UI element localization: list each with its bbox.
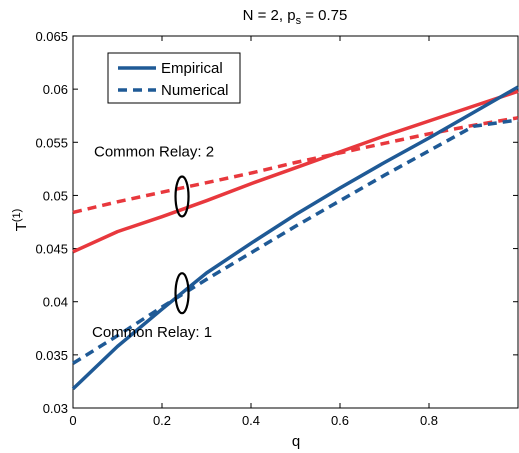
chart-title: N = 2, ps = 0.75	[243, 7, 348, 27]
x-tick-label: 0	[69, 413, 76, 428]
annotation-ellipse	[174, 175, 190, 218]
series-line-1	[72, 89, 519, 254]
series-line-4	[72, 118, 519, 365]
y-tick-label: 0.05	[43, 188, 68, 203]
legend-label: Empirical	[161, 60, 223, 77]
y-tick-label: 0.04	[43, 295, 68, 310]
annotations: Common Relay: 2 Common Relay: 1	[92, 143, 214, 341]
legend-box	[107, 52, 241, 104]
x-tick-label: 0.8	[420, 413, 438, 428]
series-group	[71, 85, 519, 391]
annotation-label: Common Relay: 2	[94, 143, 214, 160]
x-axis-label: q	[292, 433, 300, 450]
series-line-3	[71, 85, 519, 391]
x-tick-label: 0.4	[242, 413, 260, 428]
x-tick-label: 0.2	[153, 413, 171, 428]
y-tick-label: 0.035	[35, 348, 68, 363]
legend-label: Numerical	[161, 82, 229, 99]
x-tick-label: 0.6	[331, 413, 349, 428]
series-line-2	[72, 116, 519, 215]
annotation-label: Common Relay: 1	[92, 324, 212, 341]
y-tick-label: 0.055	[35, 135, 68, 150]
y-tick-label: 0.065	[35, 29, 68, 44]
plot-frame	[72, 35, 519, 409]
y-axis-label: T(1)	[11, 209, 30, 232]
axes: 0 0.2 0.4 0.6 0.8 0.03 0.035 0.04 0.045 0.05 0.055…	[35, 29, 519, 428]
y-tick-label: 0.045	[35, 242, 68, 257]
y-tick-label: 0.03	[43, 401, 68, 416]
y-tick-label: 0.06	[43, 82, 68, 97]
legend: Empirical Numerical	[107, 52, 241, 104]
annotation-ellipse	[174, 272, 190, 315]
